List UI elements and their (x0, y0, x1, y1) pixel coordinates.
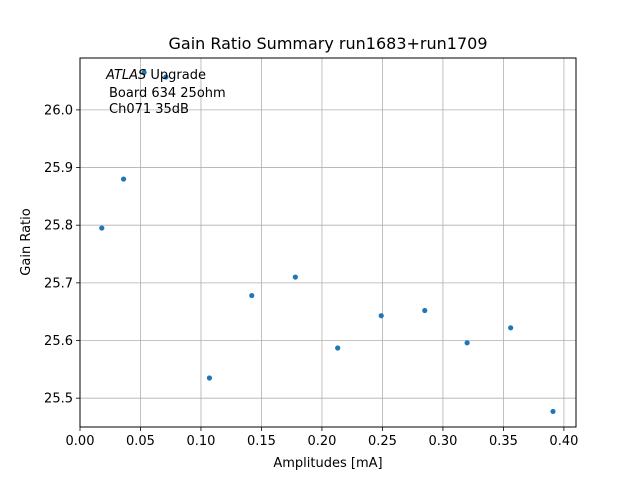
x-tick-label: 0.15 (247, 434, 276, 449)
data-point (378, 313, 384, 319)
data-point (422, 307, 428, 314)
annotation-upgrade: Upgrade (146, 68, 206, 83)
data-point (292, 274, 298, 280)
x-tick-label: 0.30 (428, 434, 457, 449)
data-point (206, 375, 213, 381)
x-tick-label: 0.35 (489, 434, 518, 449)
x-tick-label: 0.20 (307, 434, 336, 449)
svg-text:ATLAS Upgrade: ATLAS Upgrade (105, 68, 206, 83)
y-tick-label: 25.8 (44, 219, 73, 234)
x-tick-label: 0.05 (126, 434, 155, 449)
x-tick-label: 0.00 (66, 434, 95, 449)
annotation-atlas: ATLAS (105, 68, 146, 83)
data-point (508, 325, 514, 331)
x-tick-label: 0.25 (368, 434, 397, 449)
data-point (249, 292, 255, 299)
y-tick-label: 26.0 (44, 103, 73, 118)
annotation-board: Board 634 25ohm (109, 86, 226, 101)
data-point (163, 74, 169, 80)
annotation-channel: Ch071 35dB (109, 102, 189, 117)
y-tick-label: 25.5 (44, 392, 73, 407)
grid (79, 58, 576, 427)
data-point (99, 225, 105, 231)
data-point (335, 345, 341, 351)
data-point (120, 176, 127, 182)
data-point (550, 408, 556, 415)
y-tick-label: 25.6 (44, 334, 73, 349)
x-tick-label: 0.10 (186, 434, 215, 449)
annotation-text: ATLAS Upgrade Board 634 25ohm Ch071 35dB (105, 68, 226, 117)
x-axis-label: Amplitudes [mA] (273, 456, 382, 471)
y-tick-label: 25.9 (44, 161, 73, 176)
data-points (99, 69, 556, 415)
data-point (141, 69, 147, 76)
chart-title: Gain Ratio Summary run1683+run1709 (168, 34, 487, 53)
axis-ticks: 0.00 0.05 0.10 0.15 0.20 0.25 0.30 0.35 0.40 25.5… (44, 103, 578, 449)
y-tick-label: 25.7 (44, 276, 73, 291)
x-tick-label: 0.40 (549, 434, 578, 449)
y-axis-label: Gain Ratio (19, 208, 34, 275)
data-point (464, 340, 470, 346)
plot-frame (79, 57, 577, 428)
